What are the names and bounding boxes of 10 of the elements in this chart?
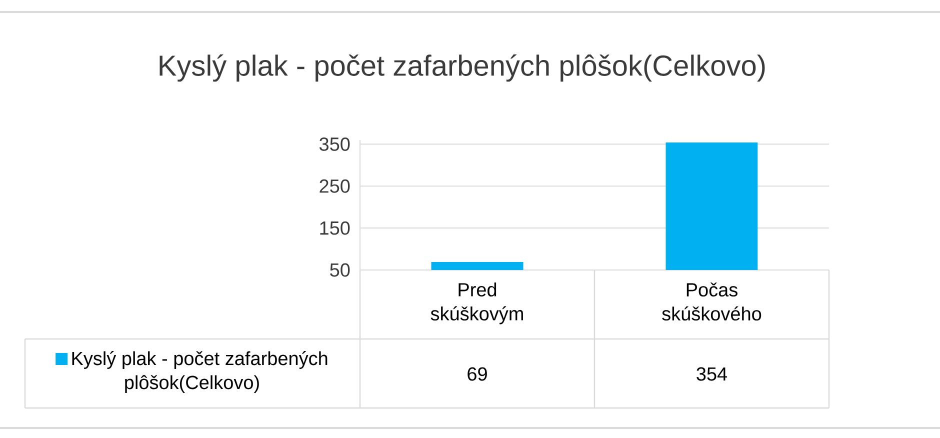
y-tick-label: 150: [320, 221, 350, 235]
y-tick-label: 250: [320, 179, 350, 193]
y-tick-label: 350: [319, 137, 350, 151]
x-tick-label: Pred skúškovým: [430, 282, 523, 324]
data-label: 69: [468, 367, 487, 381]
x-tick-label: Počas skúškového: [662, 282, 762, 321]
chart-title: Kyslý plak - počet zafarbených plôšok(Celkovo): [160, 54, 765, 82]
legend-label: Kyslý plak - počet zafarbených plôšok(Celkovo): [72, 351, 328, 393]
y-tick-label: 50: [330, 263, 350, 277]
data-label: 354: [696, 367, 728, 381]
